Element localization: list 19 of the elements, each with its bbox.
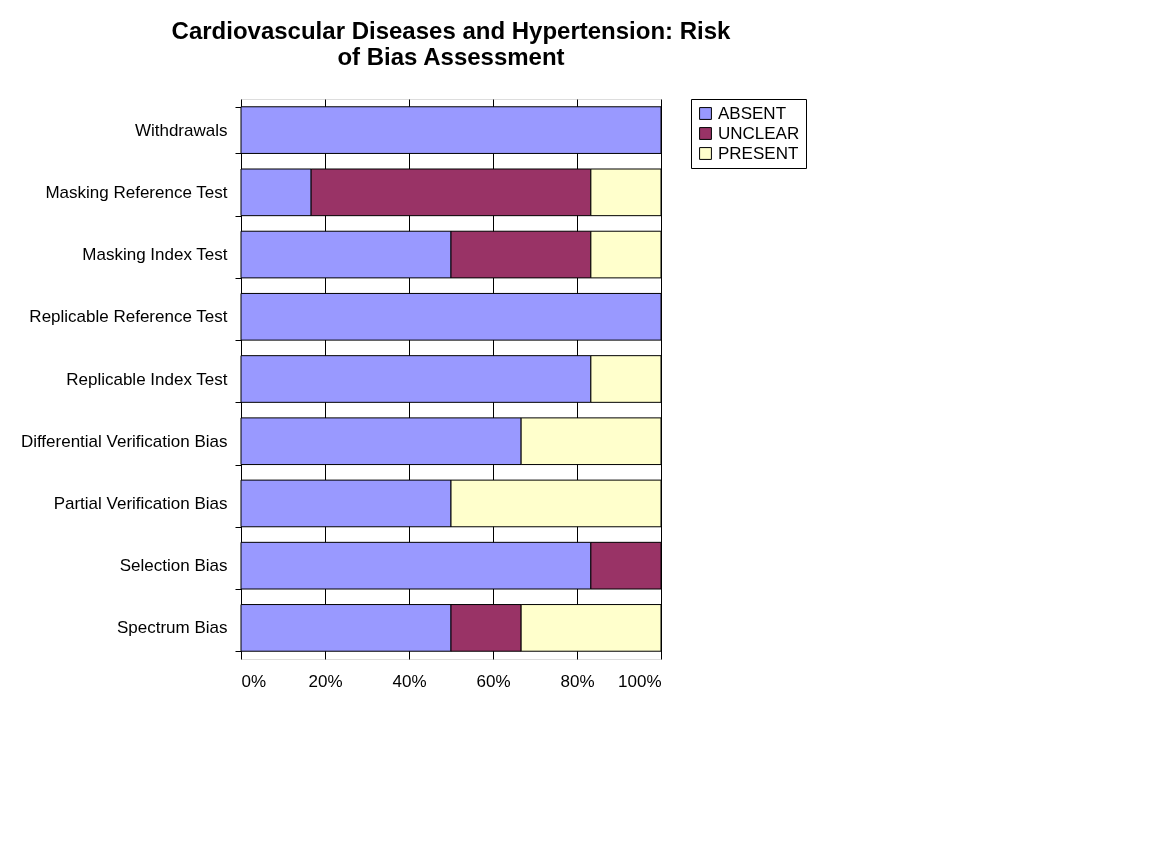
y-tick-label: Masking Index Test xyxy=(82,245,228,265)
y-tick-label: Spectrum Bias xyxy=(116,618,228,638)
y-tick-label: Withdrawals xyxy=(134,120,228,140)
legend-label: PRESENT xyxy=(718,143,799,163)
y-tick-label: Replicable Index Test xyxy=(66,369,228,389)
x-tick-label: 40% xyxy=(392,671,427,691)
x-tick-label: 20% xyxy=(308,671,343,691)
y-tick-label: Masking Reference Test xyxy=(45,182,228,202)
chart-title: Cardiovascular Diseases and Hypertension: Risk of Bias Assessment xyxy=(171,17,732,70)
x-tick-label: 0% xyxy=(241,671,267,691)
y-tick-label: Selection Bias xyxy=(119,556,228,576)
x-tick-label: 80% xyxy=(560,671,595,691)
y-tick-label: Differential Verification Bias xyxy=(20,431,228,451)
legend-label: ABSENT xyxy=(718,103,787,123)
legend-label: UNCLEAR xyxy=(718,123,800,143)
y-tick-label: Partial Verification Bias xyxy=(53,493,228,513)
x-tick-label: 100% xyxy=(618,671,662,691)
x-tick-label: 60% xyxy=(476,671,511,691)
y-tick-label: Replicable Reference Test xyxy=(29,307,228,327)
